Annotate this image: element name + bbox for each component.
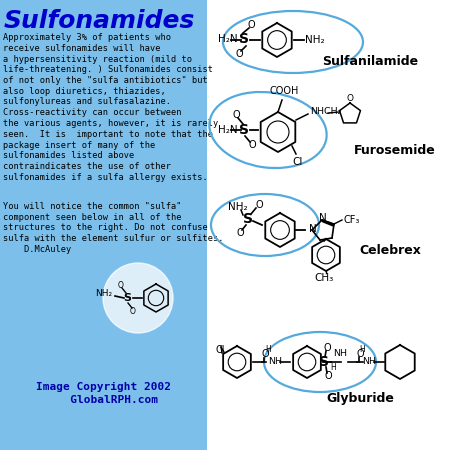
Text: You will notice the common "sulfa"
component seen below in all of the
structures: You will notice the common "sulfa" compo…	[3, 202, 224, 254]
Text: O: O	[261, 349, 269, 359]
Text: H₂N: H₂N	[218, 34, 238, 44]
Text: Cl: Cl	[293, 157, 303, 167]
Text: NHCH₂: NHCH₂	[310, 108, 342, 117]
Text: H: H	[359, 346, 365, 355]
Text: O: O	[255, 200, 263, 210]
Text: S: S	[239, 123, 249, 137]
Text: Image Copyright 2002
   GlobalRPH.com: Image Copyright 2002 GlobalRPH.com	[36, 382, 171, 405]
Text: NH₂: NH₂	[305, 35, 324, 45]
Text: COOH: COOH	[269, 86, 299, 96]
Text: O: O	[346, 94, 354, 103]
Text: O: O	[356, 349, 364, 359]
Text: Glyburide: Glyburide	[326, 392, 394, 405]
Text: S: S	[123, 293, 131, 303]
Text: CF₃: CF₃	[343, 215, 360, 225]
Text: Sulfanilamide: Sulfanilamide	[322, 55, 418, 68]
Text: H: H	[265, 346, 271, 355]
Text: H: H	[330, 363, 336, 372]
Text: Sulfonamides: Sulfonamides	[4, 9, 195, 33]
Bar	[207, 0, 450, 450]
Text: Celebrex: Celebrex	[359, 244, 421, 257]
Text: Furosemide: Furosemide	[354, 144, 436, 157]
Circle shape	[103, 263, 173, 333]
Text: NH₂: NH₂	[95, 289, 112, 298]
Text: NH: NH	[333, 350, 347, 359]
Text: CH₃: CH₃	[315, 273, 333, 283]
Text: O: O	[232, 110, 240, 120]
Text: O: O	[248, 140, 256, 150]
Text: S: S	[319, 355, 329, 369]
Text: S: S	[239, 32, 249, 46]
Text: S: S	[243, 212, 253, 226]
Text: O: O	[236, 228, 244, 238]
Text: N: N	[309, 224, 317, 234]
Text: NH: NH	[362, 357, 376, 366]
Text: H₂N: H₂N	[218, 125, 238, 135]
Text: O: O	[118, 280, 124, 289]
Text: N: N	[319, 213, 327, 223]
Text: O: O	[247, 20, 255, 30]
Text: Approximately 3% of patients who
receive sulfonamides will have
a hypersensitivi: Approximately 3% of patients who receive…	[3, 33, 218, 182]
Text: O: O	[130, 306, 136, 315]
Bar	[0, 0, 207, 450]
Text: Cl: Cl	[215, 345, 225, 355]
Text: NH₂: NH₂	[228, 202, 248, 212]
Text: NH: NH	[268, 357, 282, 366]
Text: O: O	[324, 371, 332, 381]
Text: O: O	[323, 343, 331, 353]
Text: O: O	[235, 49, 243, 59]
